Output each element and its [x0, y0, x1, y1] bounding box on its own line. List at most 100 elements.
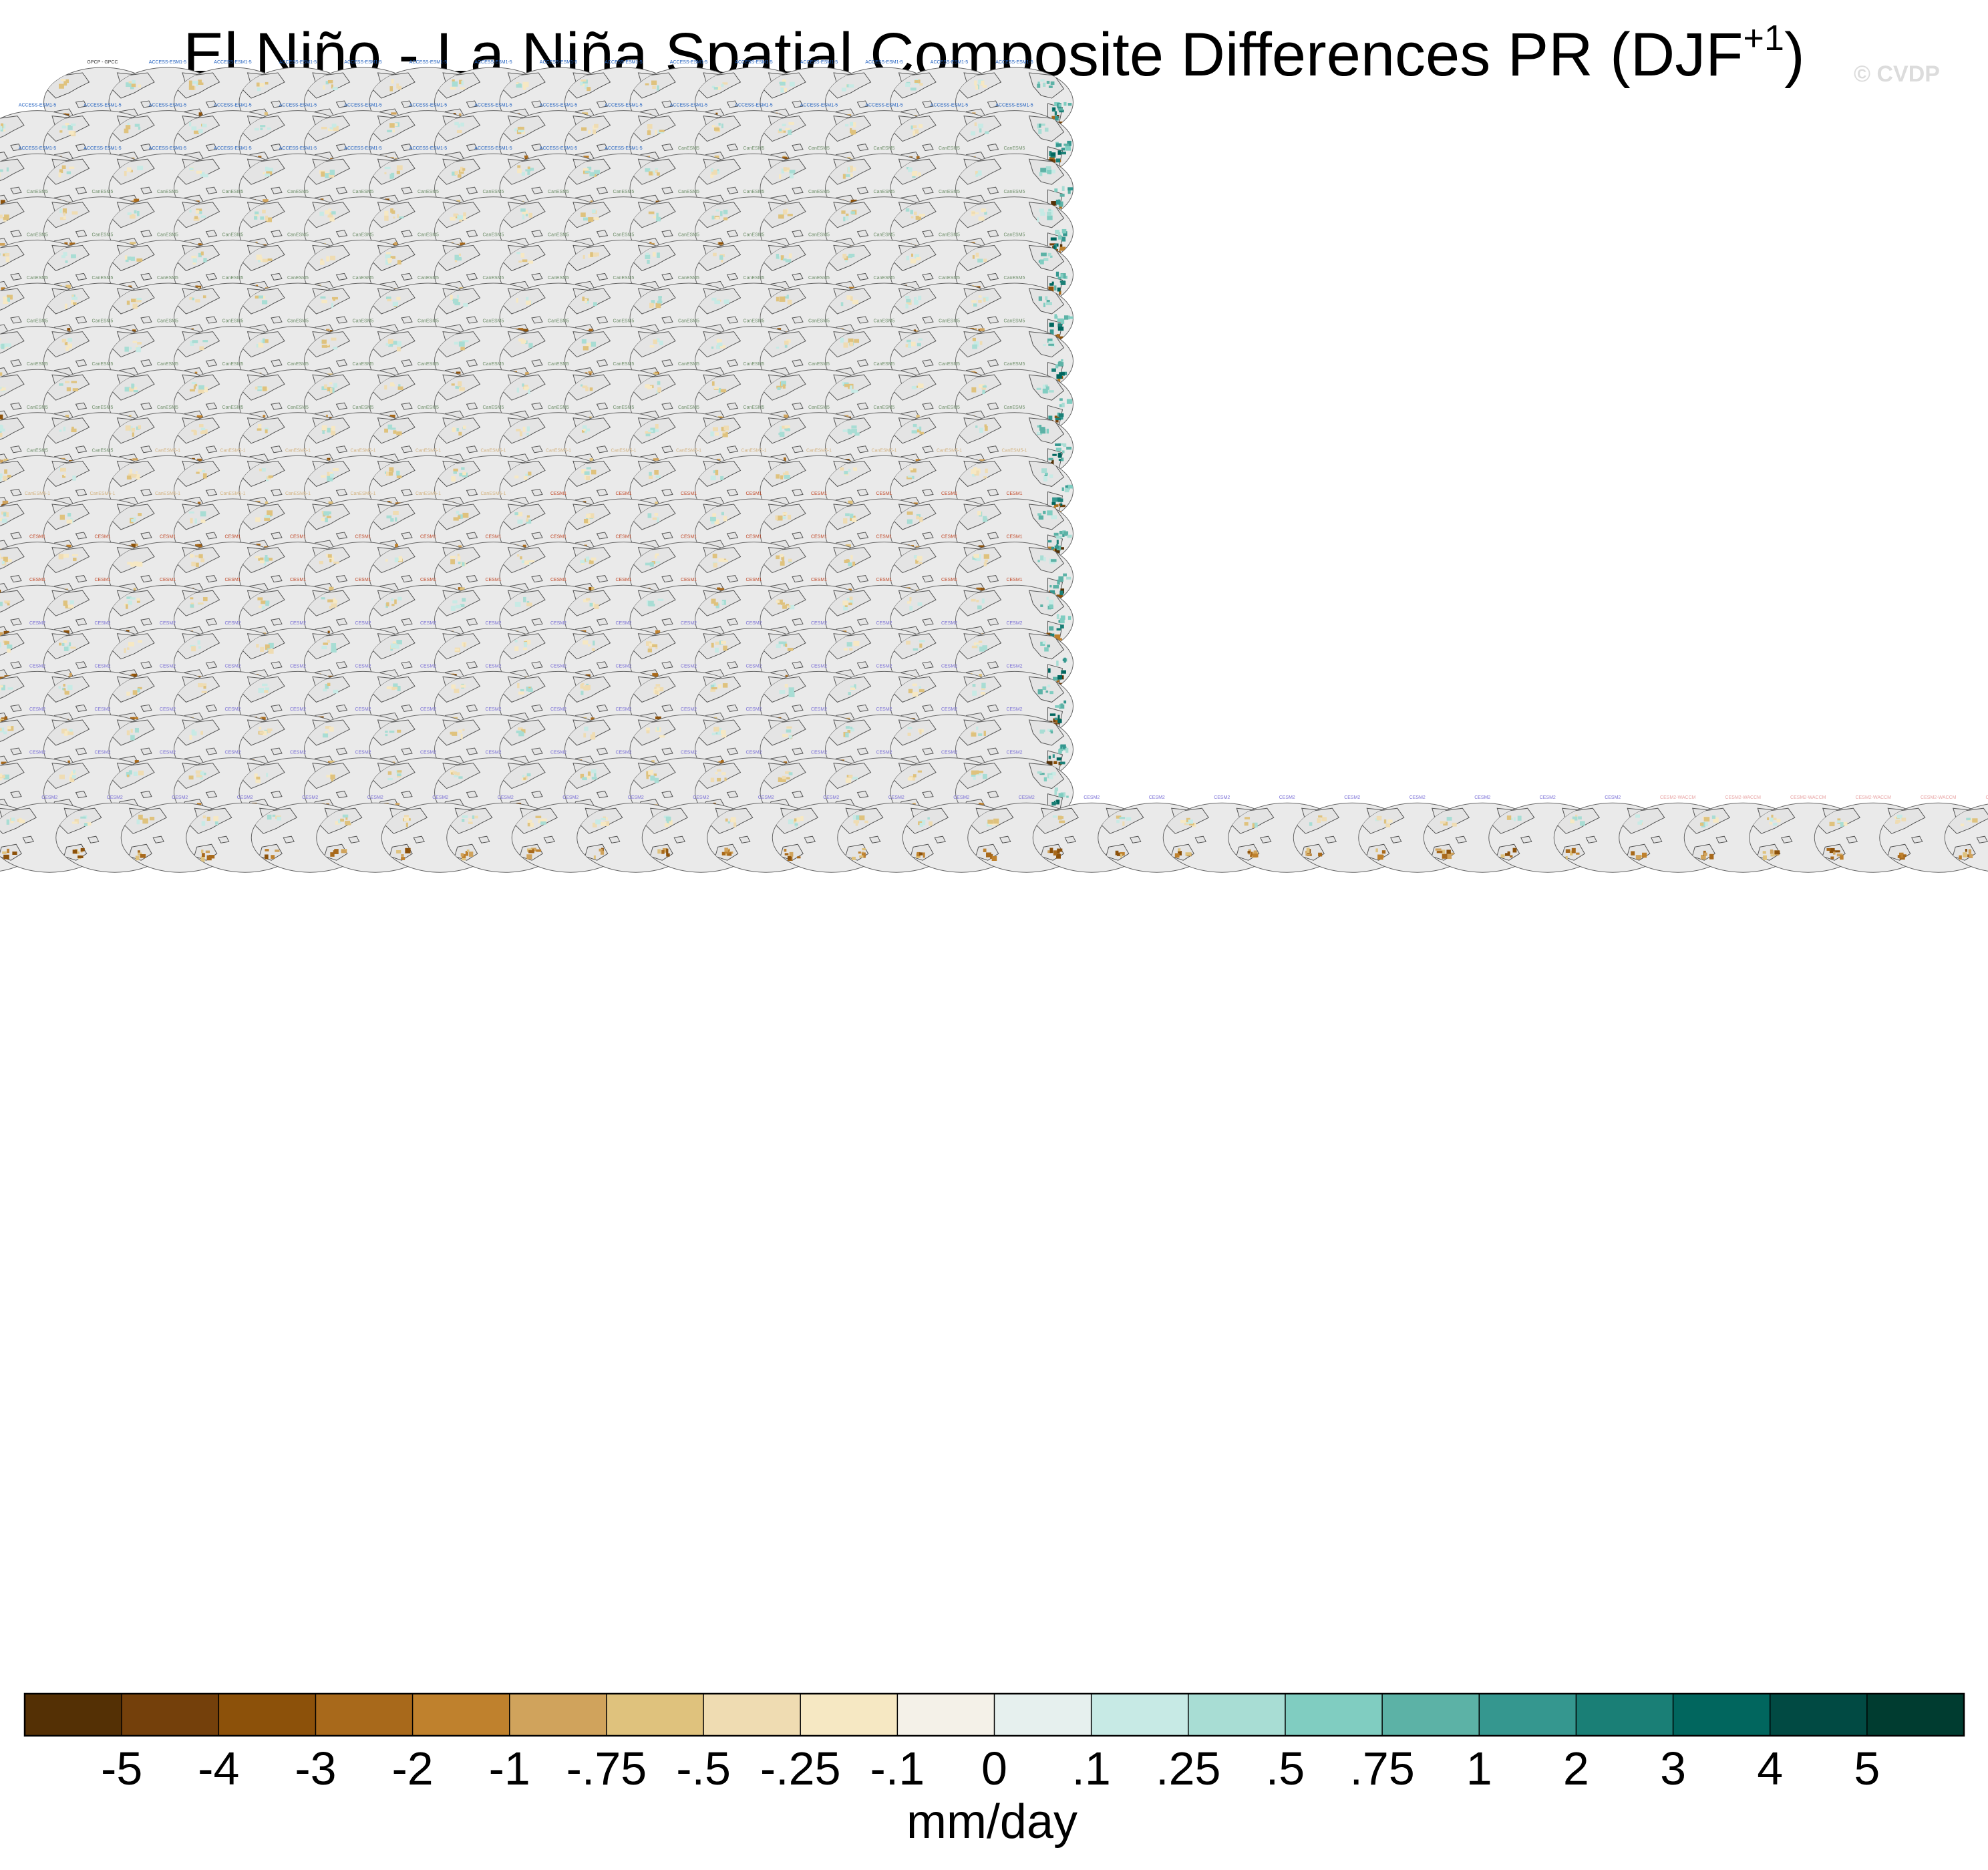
coastline	[271, 230, 283, 238]
anomaly-cell	[1061, 359, 1063, 362]
anomaly-cell	[852, 167, 856, 171]
anomaly-cell	[710, 174, 713, 178]
anomaly-cell	[713, 87, 718, 90]
anomaly-cell	[0, 242, 5, 246]
anomaly-cell	[776, 254, 780, 259]
anomaly-cell	[582, 385, 588, 389]
anomaly-cell	[517, 165, 521, 168]
anomaly-cell	[331, 124, 337, 128]
anomaly-cell	[1045, 166, 1051, 170]
panel-label: CanESM5	[92, 190, 114, 194]
anomaly-cell	[711, 85, 715, 88]
anomaly-cell	[130, 170, 133, 173]
anomaly-cell	[659, 130, 665, 132]
anomaly-cell	[983, 297, 986, 302]
coastline	[726, 100, 739, 108]
anomaly-cell	[126, 301, 130, 305]
anomaly-cell	[785, 128, 790, 130]
anomaly-cell	[1038, 296, 1043, 301]
anomaly-cell	[914, 80, 919, 83]
anomaly-cell	[840, 302, 844, 307]
anomaly-cell	[397, 85, 401, 90]
anomaly-cell	[459, 79, 463, 85]
anomaly-cell	[256, 82, 260, 87]
coastline	[205, 144, 218, 152]
anomaly-cell	[787, 299, 792, 305]
anomaly-cell	[329, 174, 335, 178]
panel-label: CanESM5	[222, 232, 244, 237]
panel-label: CanESM5	[353, 232, 374, 237]
anomaly-cell	[268, 168, 274, 172]
anomaly-cell	[396, 170, 400, 174]
anomaly-cell	[972, 344, 977, 349]
anomaly-cell	[520, 252, 525, 258]
anomaly-cell	[124, 255, 128, 260]
anomaly-cell	[919, 124, 923, 128]
anomaly-cell	[1056, 143, 1062, 147]
anomaly-cell	[656, 252, 660, 258]
coastline	[75, 144, 88, 152]
anomaly-cell	[126, 82, 132, 87]
anomaly-cell	[1040, 168, 1047, 172]
anomaly-cell	[846, 84, 850, 87]
anomaly-cell	[387, 258, 392, 262]
panel-label: ACCESS-ESM1-5	[279, 104, 317, 108]
anomaly-cell	[332, 87, 338, 91]
anomaly-cell	[906, 255, 910, 260]
anomaly-cell	[1060, 152, 1066, 155]
anomaly-cell	[397, 386, 403, 390]
anomaly-cell	[527, 166, 530, 170]
panel-label: CanESM5	[287, 190, 309, 194]
anomaly-cell	[264, 112, 268, 116]
anomaly-cell	[847, 166, 850, 172]
panel-label: CanESM5	[678, 190, 699, 194]
anomaly-cell	[266, 171, 273, 175]
anomaly-cell	[645, 168, 651, 172]
panel-label: CanESM5	[353, 362, 374, 367]
anomaly-cell	[323, 85, 325, 90]
anomaly-cell	[191, 381, 196, 385]
anomaly-cell	[1057, 318, 1063, 323]
anomaly-cell	[1051, 153, 1055, 156]
panel-label: ACCESS-ESM1-5	[540, 60, 578, 65]
panel-label: ACCESS-ESM1-5	[605, 60, 643, 65]
anomaly-cell	[919, 83, 923, 86]
anomaly-cell	[779, 81, 784, 84]
coastline	[10, 230, 22, 238]
anomaly-cell	[647, 129, 651, 132]
anomaly-cell	[842, 174, 846, 179]
anomaly-cell	[522, 214, 525, 220]
anomaly-cell	[59, 383, 63, 386]
anomaly-cell	[522, 85, 526, 90]
anomaly-cell	[193, 130, 199, 134]
coastline	[335, 230, 348, 238]
anomaly-cell	[71, 123, 76, 126]
anomaly-cell	[979, 128, 982, 133]
anomaly-cell	[394, 242, 397, 246]
anomaly-cell	[717, 343, 723, 347]
coastline	[922, 144, 934, 152]
coastline	[401, 186, 413, 194]
anomaly-cell	[6, 167, 9, 172]
anomaly-cell	[1057, 150, 1061, 155]
anomaly-cell	[916, 156, 920, 161]
anomaly-cell	[256, 254, 262, 260]
anomaly-cell	[850, 296, 853, 301]
anomaly-cell	[0, 126, 3, 130]
anomaly-cell	[324, 384, 327, 389]
anomaly-cell	[0, 214, 3, 219]
anomaly-cell	[789, 81, 795, 87]
anomaly-cell	[384, 172, 387, 174]
panel-label: ACCESS-ESM1-5	[344, 104, 382, 108]
panel-label: CanESM5	[1004, 319, 1025, 324]
anomaly-cell	[451, 383, 455, 386]
anomaly-cell	[199, 346, 204, 351]
coastline	[661, 144, 673, 152]
anomaly-cell	[0, 414, 3, 419]
anomaly-cell	[587, 166, 592, 170]
anomaly-cell	[1040, 212, 1045, 216]
panel-label: ACCESS-ESM1-5	[670, 60, 708, 65]
anomaly-cell	[389, 123, 395, 128]
anomaly-cell	[1043, 344, 1047, 347]
anomaly-cell	[653, 215, 657, 218]
